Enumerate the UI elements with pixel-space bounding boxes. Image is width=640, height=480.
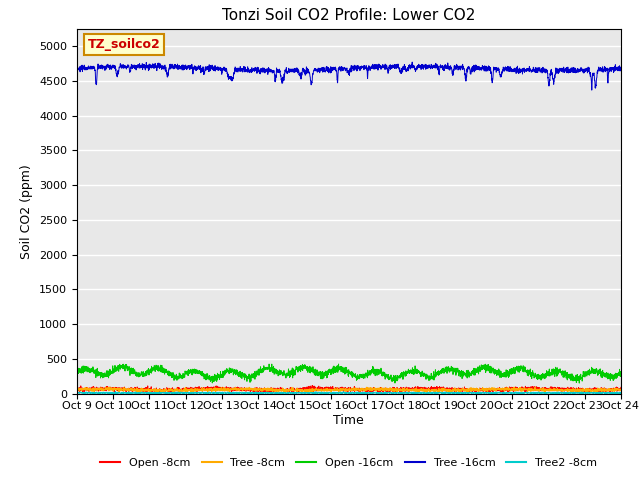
Open -16cm	[135, 370, 143, 376]
Open -16cm	[607, 371, 614, 376]
Open -16cm	[335, 361, 342, 367]
Open -8cm	[364, 390, 371, 396]
Tree2 -8cm	[168, 390, 175, 396]
Line: Tree -16cm: Tree -16cm	[77, 62, 621, 90]
Tree2 -8cm	[607, 390, 614, 396]
Tree -8cm	[303, 390, 311, 396]
Tree -16cm	[548, 72, 556, 78]
Tree2 -8cm	[111, 389, 119, 395]
Tree -8cm	[607, 386, 614, 392]
Tree -8cm	[548, 386, 556, 392]
Tree -16cm	[408, 59, 416, 65]
Tree -8cm	[232, 384, 239, 390]
Tree2 -8cm	[282, 390, 290, 396]
Tree2 -8cm	[617, 391, 625, 396]
Line: Tree2 -8cm: Tree2 -8cm	[77, 392, 621, 394]
X-axis label: Time: Time	[333, 414, 364, 427]
Title: Tonzi Soil CO2 Profile: Lower CO2: Tonzi Soil CO2 Profile: Lower CO2	[222, 9, 476, 24]
Tree2 -8cm	[135, 390, 143, 396]
Open -16cm	[548, 369, 556, 375]
Tree -16cm	[588, 87, 596, 93]
Open -8cm	[167, 388, 175, 394]
Tree -8cm	[73, 386, 81, 392]
Tree -8cm	[617, 386, 625, 392]
Tree -16cm	[305, 70, 313, 75]
Tree -8cm	[305, 387, 313, 393]
Open -8cm	[548, 387, 556, 393]
Open -16cm	[167, 372, 175, 378]
Tree2 -8cm	[73, 389, 81, 395]
Line: Open -8cm: Open -8cm	[77, 385, 621, 393]
Y-axis label: Soil CO2 (ppm): Soil CO2 (ppm)	[20, 164, 33, 259]
Open -8cm	[282, 388, 289, 394]
Text: TZ_soilco2: TZ_soilco2	[88, 38, 161, 51]
Line: Tree -8cm: Tree -8cm	[77, 387, 621, 393]
Line: Open -16cm: Open -16cm	[77, 364, 621, 383]
Tree -16cm	[167, 65, 175, 71]
Open -8cm	[135, 388, 143, 394]
Open -16cm	[575, 380, 583, 386]
Open -16cm	[73, 368, 81, 374]
Open -8cm	[617, 384, 625, 390]
Open -8cm	[73, 387, 81, 393]
Tree -16cm	[73, 61, 81, 67]
Open -8cm	[607, 389, 614, 395]
Open -8cm	[305, 386, 313, 392]
Tree -16cm	[617, 68, 625, 73]
Tree2 -8cm	[305, 390, 313, 396]
Tree2 -8cm	[548, 390, 556, 396]
Tree -16cm	[282, 67, 289, 73]
Open -16cm	[305, 365, 313, 371]
Open -16cm	[617, 372, 625, 377]
Open -8cm	[308, 383, 316, 388]
Open -16cm	[282, 372, 289, 377]
Tree2 -8cm	[90, 391, 97, 396]
Legend: Open -8cm, Tree -8cm, Open -16cm, Tree -16cm, Tree2 -8cm: Open -8cm, Tree -8cm, Open -16cm, Tree -…	[96, 454, 602, 473]
Tree -16cm	[607, 68, 614, 73]
Tree -8cm	[135, 388, 143, 394]
Tree -16cm	[135, 63, 143, 69]
Tree -8cm	[282, 388, 289, 394]
Tree -8cm	[167, 386, 175, 392]
